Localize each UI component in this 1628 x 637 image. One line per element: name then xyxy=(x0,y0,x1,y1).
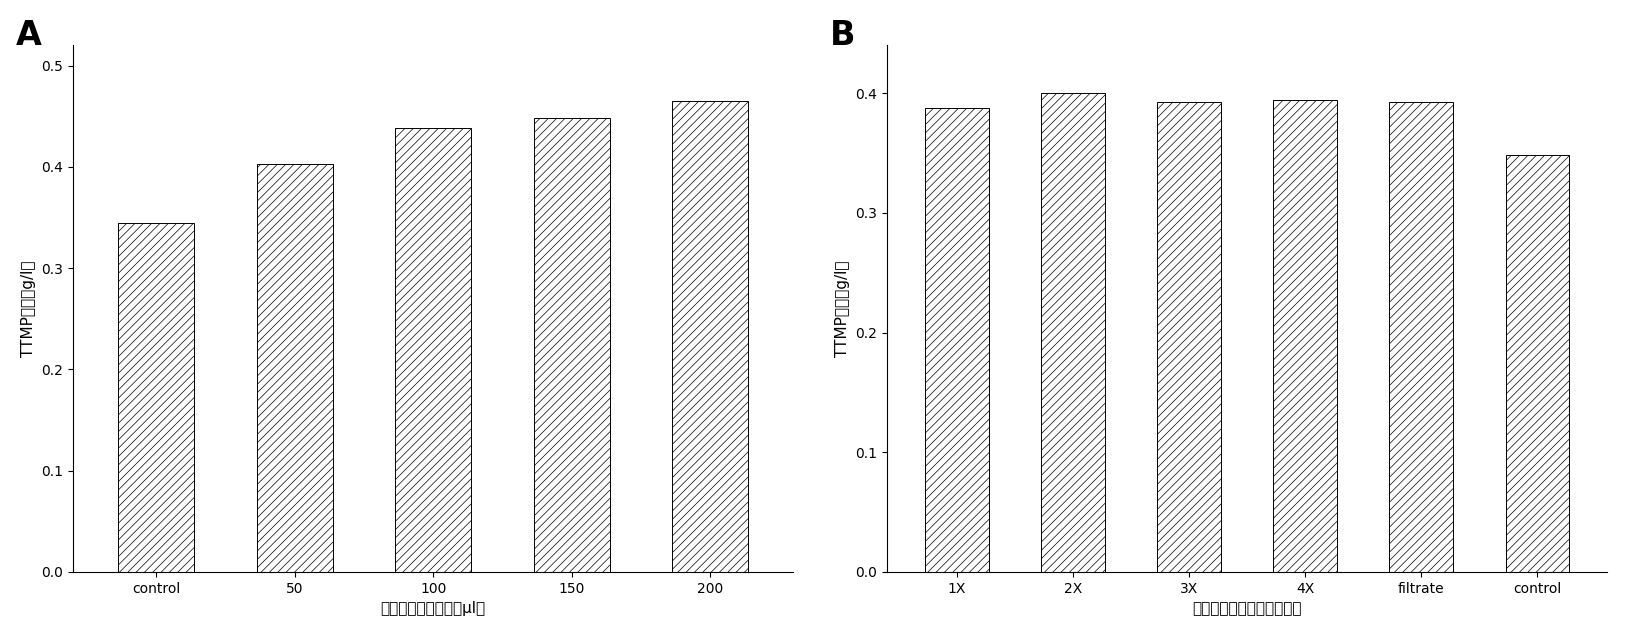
Bar xyxy=(257,164,332,572)
Y-axis label: TTMP含量（g/l）: TTMP含量（g/l） xyxy=(21,261,36,357)
Bar xyxy=(1273,101,1337,572)
Bar xyxy=(534,118,610,572)
Bar xyxy=(119,222,194,572)
X-axis label: 不同浓缩倍数的胞外粗酵液: 不同浓缩倍数的胞外粗酵液 xyxy=(1192,601,1302,616)
Bar xyxy=(1158,101,1221,572)
Bar xyxy=(396,129,470,572)
Text: A: A xyxy=(16,19,41,52)
Bar xyxy=(1506,155,1569,572)
X-axis label: 胞外粗酵液加入量（μl）: 胞外粗酵液加入量（μl） xyxy=(381,601,485,616)
Bar xyxy=(672,101,749,572)
Bar xyxy=(1040,93,1105,572)
Y-axis label: TTMP增量（g/l）: TTMP增量（g/l） xyxy=(835,261,850,357)
Text: B: B xyxy=(830,19,855,52)
Bar xyxy=(1389,101,1454,572)
Bar xyxy=(925,108,988,572)
